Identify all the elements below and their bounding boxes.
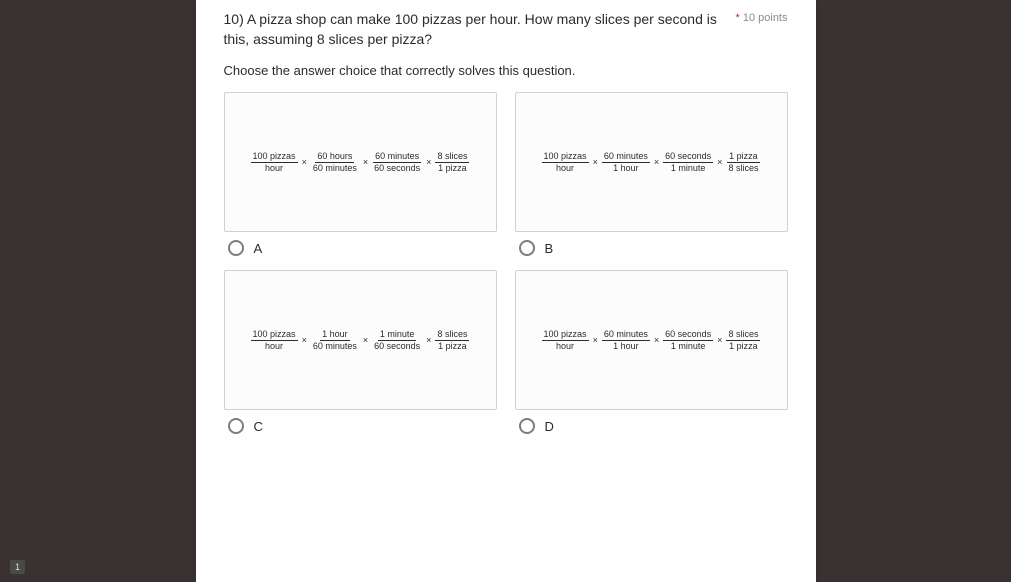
option-d-equation: 100 pizzashour × 60 minutes1 hour × 60 s… — [542, 329, 761, 351]
option-a-box: 100 pizzashour × 60 hours60 minutes × 60… — [224, 92, 497, 232]
option-d-label: D — [545, 419, 554, 434]
question-card: 10) A pizza shop can make 100 pizzas per… — [196, 0, 816, 582]
option-a: 100 pizzashour × 60 hours60 minutes × 60… — [224, 92, 497, 256]
option-b-box: 100 pizzashour × 60 minutes1 hour × 60 s… — [515, 92, 788, 232]
question-subtitle: Choose the answer choice that correctly … — [224, 63, 788, 78]
radio-icon — [519, 418, 535, 434]
option-c: 100 pizzashour × 1 hour60 minutes × 1 mi… — [224, 270, 497, 434]
option-b-control[interactable]: B — [515, 232, 788, 256]
option-d: 100 pizzashour × 60 minutes1 hour × 60 s… — [515, 270, 788, 434]
option-b: 100 pizzashour × 60 minutes1 hour × 60 s… — [515, 92, 788, 256]
option-c-box: 100 pizzashour × 1 hour60 minutes × 1 mi… — [224, 270, 497, 410]
option-b-label: B — [545, 241, 554, 256]
option-c-equation: 100 pizzashour × 1 hour60 minutes × 1 mi… — [251, 329, 470, 351]
option-a-control[interactable]: A — [224, 232, 497, 256]
question-points: 10 points — [736, 10, 788, 24]
option-d-box: 100 pizzashour × 60 minutes1 hour × 60 s… — [515, 270, 788, 410]
option-c-label: C — [254, 419, 263, 434]
option-b-equation: 100 pizzashour × 60 minutes1 hour × 60 s… — [542, 151, 761, 173]
radio-icon — [519, 240, 535, 256]
radio-icon — [228, 418, 244, 434]
option-c-control[interactable]: C — [224, 410, 497, 434]
option-a-equation: 100 pizzashour × 60 hours60 minutes × 60… — [251, 151, 470, 173]
slide-counter: 1 — [10, 560, 25, 574]
options-grid: 100 pizzashour × 60 hours60 minutes × 60… — [224, 92, 788, 434]
option-d-control[interactable]: D — [515, 410, 788, 434]
option-a-label: A — [254, 241, 263, 256]
question-title: 10) A pizza shop can make 100 pizzas per… — [224, 10, 720, 49]
question-header: 10) A pizza shop can make 100 pizzas per… — [224, 10, 788, 49]
radio-icon — [228, 240, 244, 256]
